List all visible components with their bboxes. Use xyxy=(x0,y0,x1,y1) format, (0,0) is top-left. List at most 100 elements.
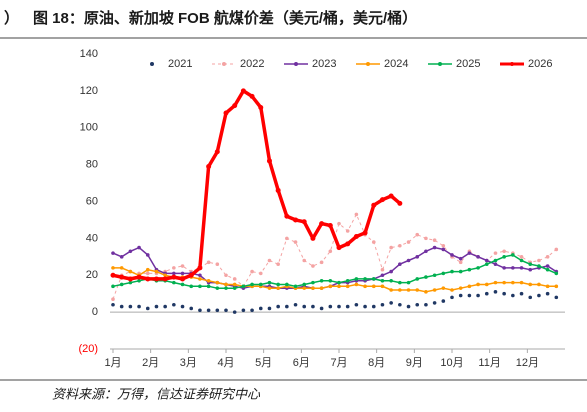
data-point xyxy=(232,277,237,281)
data-point xyxy=(223,110,229,116)
data-point xyxy=(406,240,411,244)
data-point xyxy=(232,282,237,287)
data-point xyxy=(145,306,150,311)
legend-marker xyxy=(366,62,370,66)
data-point xyxy=(172,266,176,270)
data-point xyxy=(206,260,211,265)
data-point xyxy=(450,295,454,300)
data-point xyxy=(224,308,228,313)
data-point xyxy=(128,280,133,285)
data-point xyxy=(519,291,524,296)
x-tick-label: 7月 xyxy=(330,357,347,369)
data-point xyxy=(388,193,394,199)
data-point xyxy=(424,275,428,279)
data-point xyxy=(293,217,299,223)
legend-label: 2026 xyxy=(528,58,552,70)
data-point xyxy=(119,304,124,309)
data-point xyxy=(345,241,351,247)
data-point xyxy=(293,302,298,307)
data-point xyxy=(537,282,541,287)
legend-label: 2022 xyxy=(240,58,264,70)
y-tick-label: 140 xyxy=(80,48,98,60)
data-point xyxy=(319,278,324,283)
data-point xyxy=(415,232,420,237)
data-point xyxy=(311,280,315,285)
data-point xyxy=(345,284,350,289)
x-tick-label: 11月 xyxy=(478,357,500,369)
data-point xyxy=(145,253,150,257)
data-point xyxy=(441,299,446,303)
data-point xyxy=(145,276,151,282)
data-point xyxy=(224,282,228,287)
data-point xyxy=(302,282,307,287)
data-point xyxy=(153,276,159,282)
data-point xyxy=(493,262,498,266)
data-point xyxy=(389,301,393,305)
data-point xyxy=(232,286,237,290)
chart-title: 图 18：原油、新加坡 FOB 航煤价差（美元/桶，美元/桶） xyxy=(33,9,417,27)
data-point xyxy=(293,284,298,289)
data-point xyxy=(519,266,524,270)
series-line xyxy=(112,254,557,289)
data-point xyxy=(406,258,411,263)
x-tick-label: 8月 xyxy=(368,357,385,369)
data-point xyxy=(145,267,150,272)
data-point xyxy=(198,284,202,289)
data-point xyxy=(511,253,515,257)
data-point xyxy=(128,304,133,309)
data-point xyxy=(111,297,115,302)
data-point xyxy=(398,262,402,266)
data-point xyxy=(337,280,341,285)
data-point xyxy=(302,258,307,263)
data-point xyxy=(476,266,480,270)
data-point xyxy=(319,221,325,227)
data-point xyxy=(502,280,506,285)
data-point xyxy=(136,274,142,280)
x-tick-label: 3月 xyxy=(180,357,197,369)
data-point xyxy=(215,280,220,285)
data-point xyxy=(319,306,324,311)
y-tick-label: 80 xyxy=(86,159,98,171)
data-point xyxy=(224,286,228,290)
data-point xyxy=(327,222,333,228)
data-point xyxy=(128,269,133,274)
data-point xyxy=(502,266,506,270)
data-point xyxy=(484,282,489,287)
data-point xyxy=(458,256,463,261)
data-point xyxy=(511,266,515,270)
data-point xyxy=(528,262,533,266)
data-point xyxy=(224,273,228,278)
data-point xyxy=(545,255,550,259)
data-point xyxy=(450,253,454,257)
data-point xyxy=(519,280,524,285)
y-tick-label: 0 xyxy=(92,306,98,318)
data-point xyxy=(380,302,385,307)
data-point xyxy=(354,302,359,307)
data-point xyxy=(206,308,211,313)
data-point xyxy=(180,271,185,276)
data-point xyxy=(302,286,307,290)
data-point xyxy=(424,302,428,307)
data-point xyxy=(198,277,202,281)
data-point xyxy=(214,149,220,155)
data-point xyxy=(424,249,428,254)
data-point xyxy=(163,273,167,278)
data-point xyxy=(232,103,238,109)
y-tick-label: 20 xyxy=(86,269,98,281)
data-point xyxy=(467,293,472,298)
data-point xyxy=(189,306,194,311)
data-point xyxy=(458,260,463,265)
data-point xyxy=(188,272,194,278)
data-point xyxy=(371,304,376,309)
data-point xyxy=(319,260,324,265)
data-point xyxy=(276,304,280,309)
data-point xyxy=(266,158,272,164)
data-point xyxy=(406,304,411,309)
x-tick-label: 1月 xyxy=(104,357,121,369)
data-point xyxy=(353,234,359,240)
data-point xyxy=(537,264,541,268)
y-tick-label: 100 xyxy=(80,122,98,134)
data-point xyxy=(337,284,341,289)
data-point xyxy=(441,286,446,290)
